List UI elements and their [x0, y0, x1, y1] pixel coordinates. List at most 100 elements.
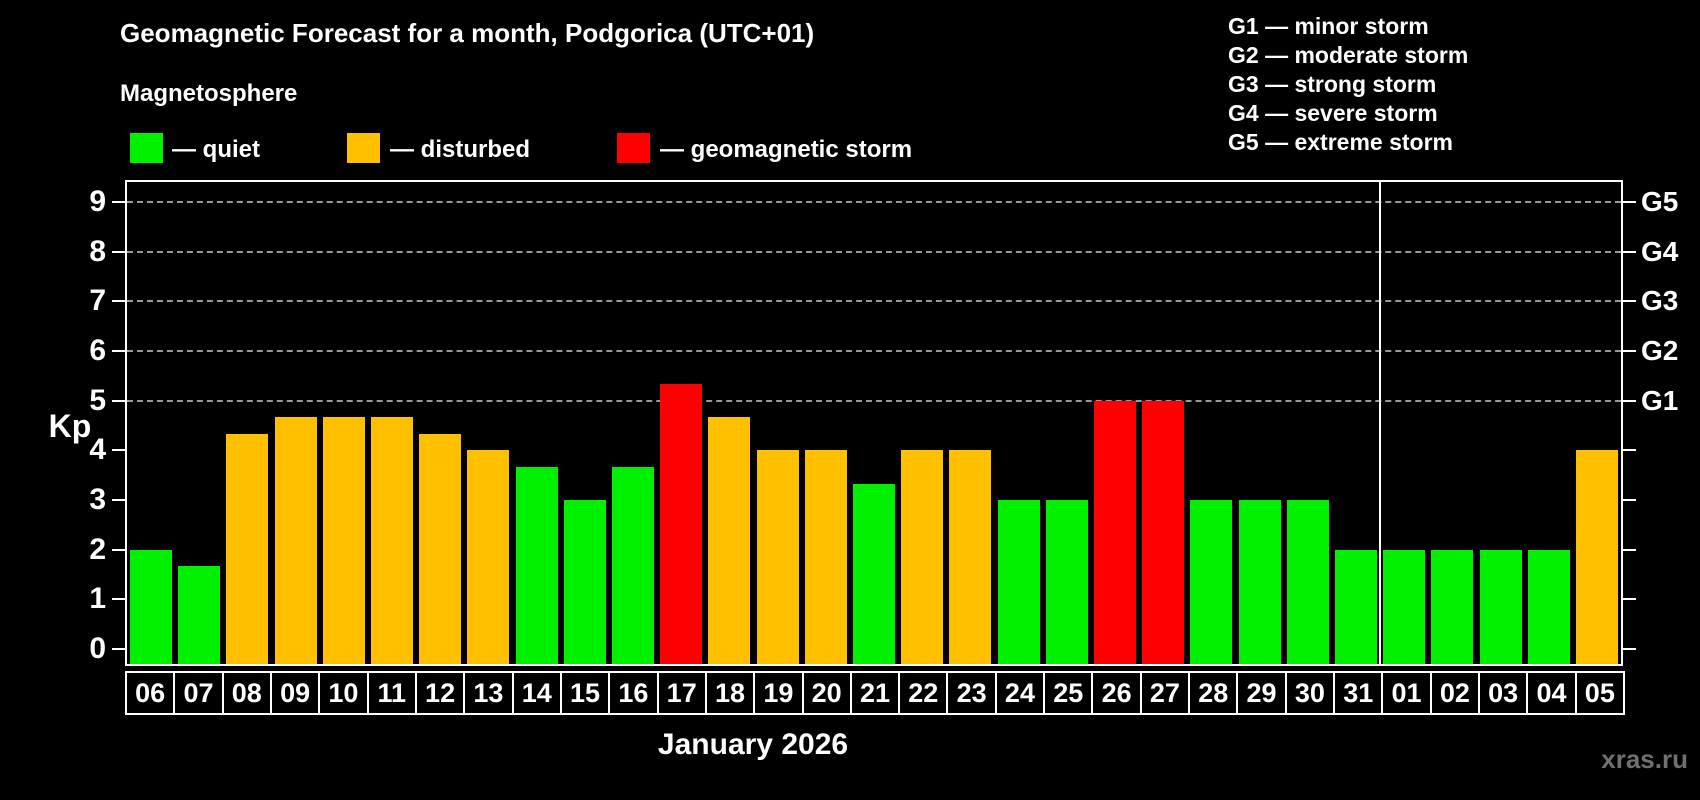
kp-bar	[1238, 500, 1281, 664]
page-title: Geomagnetic Forecast for a month, Podgor…	[120, 18, 815, 48]
kp-bar	[1142, 400, 1185, 664]
gridline-kp-7	[127, 300, 1621, 303]
watermark: xras.ru	[1601, 744, 1688, 774]
right-axis-tick	[1623, 349, 1636, 352]
gridline-kp-8	[127, 250, 1621, 253]
day-label: 09	[269, 671, 321, 715]
kp-bar	[274, 417, 317, 664]
day-axis: 06 07 08 09 10 11 12 13 14 15 16 17 18 19 20 21 22 23 24 25…	[125, 671, 1625, 715]
right-axis-tick	[1623, 499, 1636, 502]
day-label: 28	[1188, 671, 1239, 715]
kp-bar	[612, 466, 655, 664]
right-axis-tick	[1623, 399, 1636, 402]
y-axis-label: 5	[89, 383, 106, 417]
storm-legend-label: — geomagnetic storm	[660, 136, 913, 163]
y-axis-label: 2	[89, 532, 106, 566]
kp-bar	[563, 500, 606, 664]
disturbed-legend-label: — disturbed	[390, 136, 531, 163]
left-axis-tick	[112, 598, 125, 601]
month-separator-line	[1379, 182, 1382, 664]
right-axis-tick	[1623, 598, 1636, 601]
quiet-legend-label: — quiet	[172, 136, 260, 163]
kp-bar	[371, 417, 414, 664]
right-axis-tick	[1623, 250, 1636, 253]
kp-bar	[1286, 500, 1329, 664]
y-axis-label: 9	[89, 184, 106, 218]
right-axis-tick	[1623, 548, 1636, 551]
day-label: 12	[414, 671, 466, 715]
kp-bar	[467, 450, 510, 664]
day-label: 13	[463, 671, 514, 715]
gridline-kp-6	[127, 349, 1621, 352]
kp-bar	[1431, 549, 1474, 664]
g-legend-line: G1 — minor storm	[1228, 13, 1429, 39]
day-label: 14	[511, 671, 562, 715]
g-scale-label-g4: G4	[1641, 235, 1679, 267]
day-label: 20	[801, 671, 852, 715]
left-axis-tick	[112, 200, 125, 203]
kp-bar	[1527, 549, 1570, 664]
y-axis-label: 3	[89, 483, 106, 517]
g-scale-legend: G1 — minor storm G2 — moderate storm G3 …	[1228, 12, 1468, 157]
g-scale-label-g1: G1	[1641, 384, 1679, 416]
day-label: 03	[1478, 671, 1529, 715]
kp-bar	[1383, 549, 1426, 664]
y-axis-label: 4	[89, 433, 106, 467]
left-axis-tick	[112, 250, 125, 253]
g-legend-line: G5 — extreme storm	[1228, 129, 1453, 155]
kp-bar	[660, 384, 703, 664]
kp-bar	[1575, 450, 1618, 664]
plot-area	[125, 180, 1623, 666]
day-label: 30	[1284, 671, 1336, 715]
g-scale-label-g5: G5	[1641, 185, 1679, 217]
gridline-kp-5	[127, 399, 1621, 402]
day-label: 07	[173, 671, 224, 715]
g-legend-line: G4 — severe storm	[1228, 100, 1438, 126]
y-axis-label: 0	[89, 632, 106, 666]
day-label: 29	[1236, 671, 1287, 715]
kp-bar	[419, 433, 462, 664]
y-axis-label: 7	[89, 284, 106, 318]
day-label: 26	[1091, 671, 1142, 715]
right-axis-tick	[1623, 648, 1636, 651]
day-label: 19	[753, 671, 804, 715]
gridline-kp-9	[127, 200, 1621, 203]
left-axis-tick	[112, 349, 125, 352]
day-label: 24	[994, 671, 1046, 715]
left-axis-tick	[112, 449, 125, 452]
g-legend-line: G3 — strong storm	[1228, 71, 1437, 97]
kp-bar	[901, 450, 944, 664]
kp-bar	[178, 566, 221, 664]
day-label: 05	[1574, 671, 1625, 715]
right-axis-tick	[1623, 200, 1636, 203]
kp-bar	[804, 450, 847, 664]
left-axis-tick	[112, 399, 125, 402]
left-axis-tick	[112, 548, 125, 551]
kp-bar	[322, 417, 365, 664]
day-label: 02	[1429, 671, 1481, 715]
y-axis-title: Kp	[48, 408, 92, 444]
day-label: 23	[946, 671, 997, 715]
day-label: 31	[1333, 671, 1384, 715]
g-scale-label-g2: G2	[1641, 334, 1679, 366]
kp-bar	[853, 483, 895, 664]
kp-bar	[949, 450, 992, 664]
kp-bar	[1479, 549, 1522, 664]
disturbed-legend-swatch	[347, 133, 380, 163]
day-label: 22	[898, 671, 949, 715]
y-axis-label: 8	[89, 234, 106, 268]
left-axis-tick	[112, 300, 125, 303]
day-label: 11	[366, 671, 417, 715]
left-axis-tick	[112, 648, 125, 651]
storm-legend-swatch	[617, 133, 650, 163]
day-label: 17	[656, 671, 707, 715]
magnetosphere-subtitle: Magnetosphere	[120, 80, 298, 107]
kp-bar	[130, 549, 173, 664]
day-label: 15	[559, 671, 611, 715]
quiet-legend-swatch	[130, 133, 163, 163]
g-legend-line: G2 — moderate storm	[1228, 42, 1469, 68]
day-label: 18	[704, 671, 756, 715]
kp-bar	[226, 433, 269, 664]
day-label: 06	[125, 671, 176, 715]
